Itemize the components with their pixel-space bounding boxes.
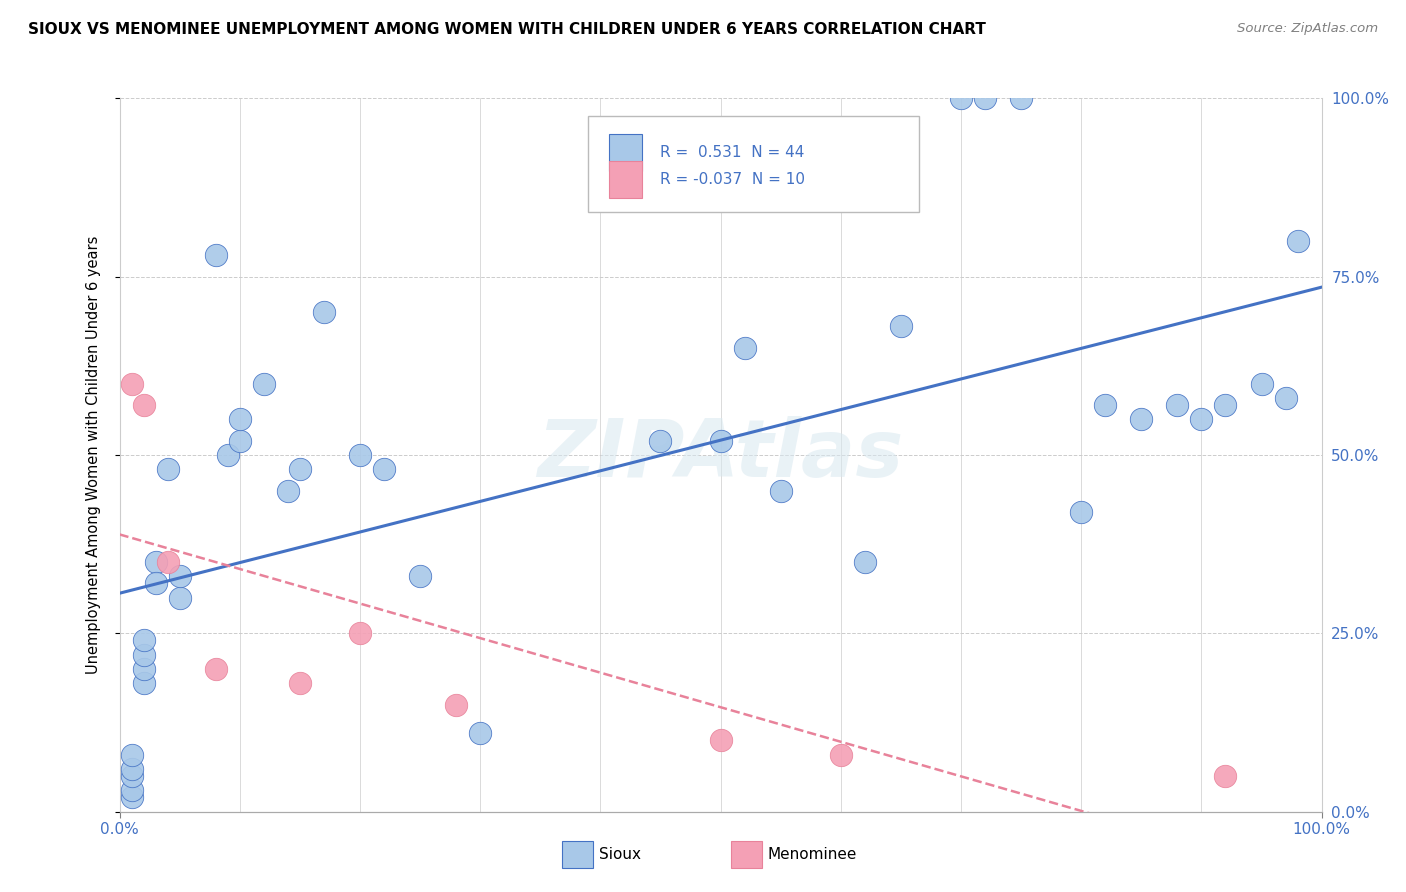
- Point: [312, 305, 335, 319]
- Point: [949, 91, 972, 105]
- Point: [853, 555, 876, 569]
- Point: [974, 91, 997, 105]
- Point: [132, 648, 155, 662]
- Point: [121, 747, 143, 762]
- Point: [468, 726, 492, 740]
- Point: [1130, 412, 1153, 426]
- Point: [121, 769, 143, 783]
- Point: [217, 448, 239, 462]
- Y-axis label: Unemployment Among Women with Children Under 6 years: Unemployment Among Women with Children U…: [86, 235, 101, 674]
- Point: [890, 319, 912, 334]
- Text: Source: ZipAtlas.com: Source: ZipAtlas.com: [1237, 22, 1378, 36]
- Point: [132, 398, 155, 412]
- Point: [204, 662, 226, 676]
- Point: [1215, 769, 1237, 783]
- Point: [228, 434, 250, 448]
- Point: [288, 676, 311, 690]
- Point: [228, 412, 250, 426]
- Point: [169, 569, 191, 583]
- Text: SIOUX VS MENOMINEE UNEMPLOYMENT AMONG WOMEN WITH CHILDREN UNDER 6 YEARS CORRELAT: SIOUX VS MENOMINEE UNEMPLOYMENT AMONG WO…: [28, 22, 986, 37]
- Point: [121, 783, 143, 797]
- Point: [121, 790, 143, 805]
- FancyBboxPatch shape: [609, 161, 643, 198]
- Point: [121, 762, 143, 776]
- Point: [373, 462, 395, 476]
- Point: [132, 676, 155, 690]
- Text: R = -0.037  N = 10: R = -0.037 N = 10: [661, 172, 806, 187]
- Point: [132, 662, 155, 676]
- Point: [349, 448, 371, 462]
- Point: [734, 341, 756, 355]
- Point: [132, 633, 155, 648]
- Point: [1010, 91, 1032, 105]
- Point: [145, 576, 167, 591]
- Point: [769, 483, 792, 498]
- Point: [349, 626, 371, 640]
- Text: ZIPAtlas: ZIPAtlas: [537, 416, 904, 494]
- Point: [1189, 412, 1212, 426]
- Point: [444, 698, 467, 712]
- Point: [1094, 398, 1116, 412]
- Point: [1070, 505, 1092, 519]
- Point: [253, 376, 276, 391]
- Text: Menominee: Menominee: [768, 847, 858, 862]
- FancyBboxPatch shape: [609, 134, 643, 171]
- FancyBboxPatch shape: [588, 116, 920, 212]
- Point: [709, 733, 731, 747]
- Point: [145, 555, 167, 569]
- Point: [1250, 376, 1272, 391]
- Point: [121, 376, 143, 391]
- Point: [409, 569, 432, 583]
- Point: [1274, 391, 1296, 405]
- Point: [709, 434, 731, 448]
- Point: [650, 434, 672, 448]
- Point: [156, 462, 179, 476]
- Point: [204, 248, 226, 262]
- Point: [1215, 398, 1237, 412]
- Point: [169, 591, 191, 605]
- Point: [1166, 398, 1188, 412]
- Point: [156, 555, 179, 569]
- Text: Sioux: Sioux: [599, 847, 641, 862]
- Point: [288, 462, 311, 476]
- Text: R =  0.531  N = 44: R = 0.531 N = 44: [661, 145, 804, 160]
- Point: [1286, 234, 1309, 248]
- Point: [277, 483, 299, 498]
- Point: [830, 747, 852, 762]
